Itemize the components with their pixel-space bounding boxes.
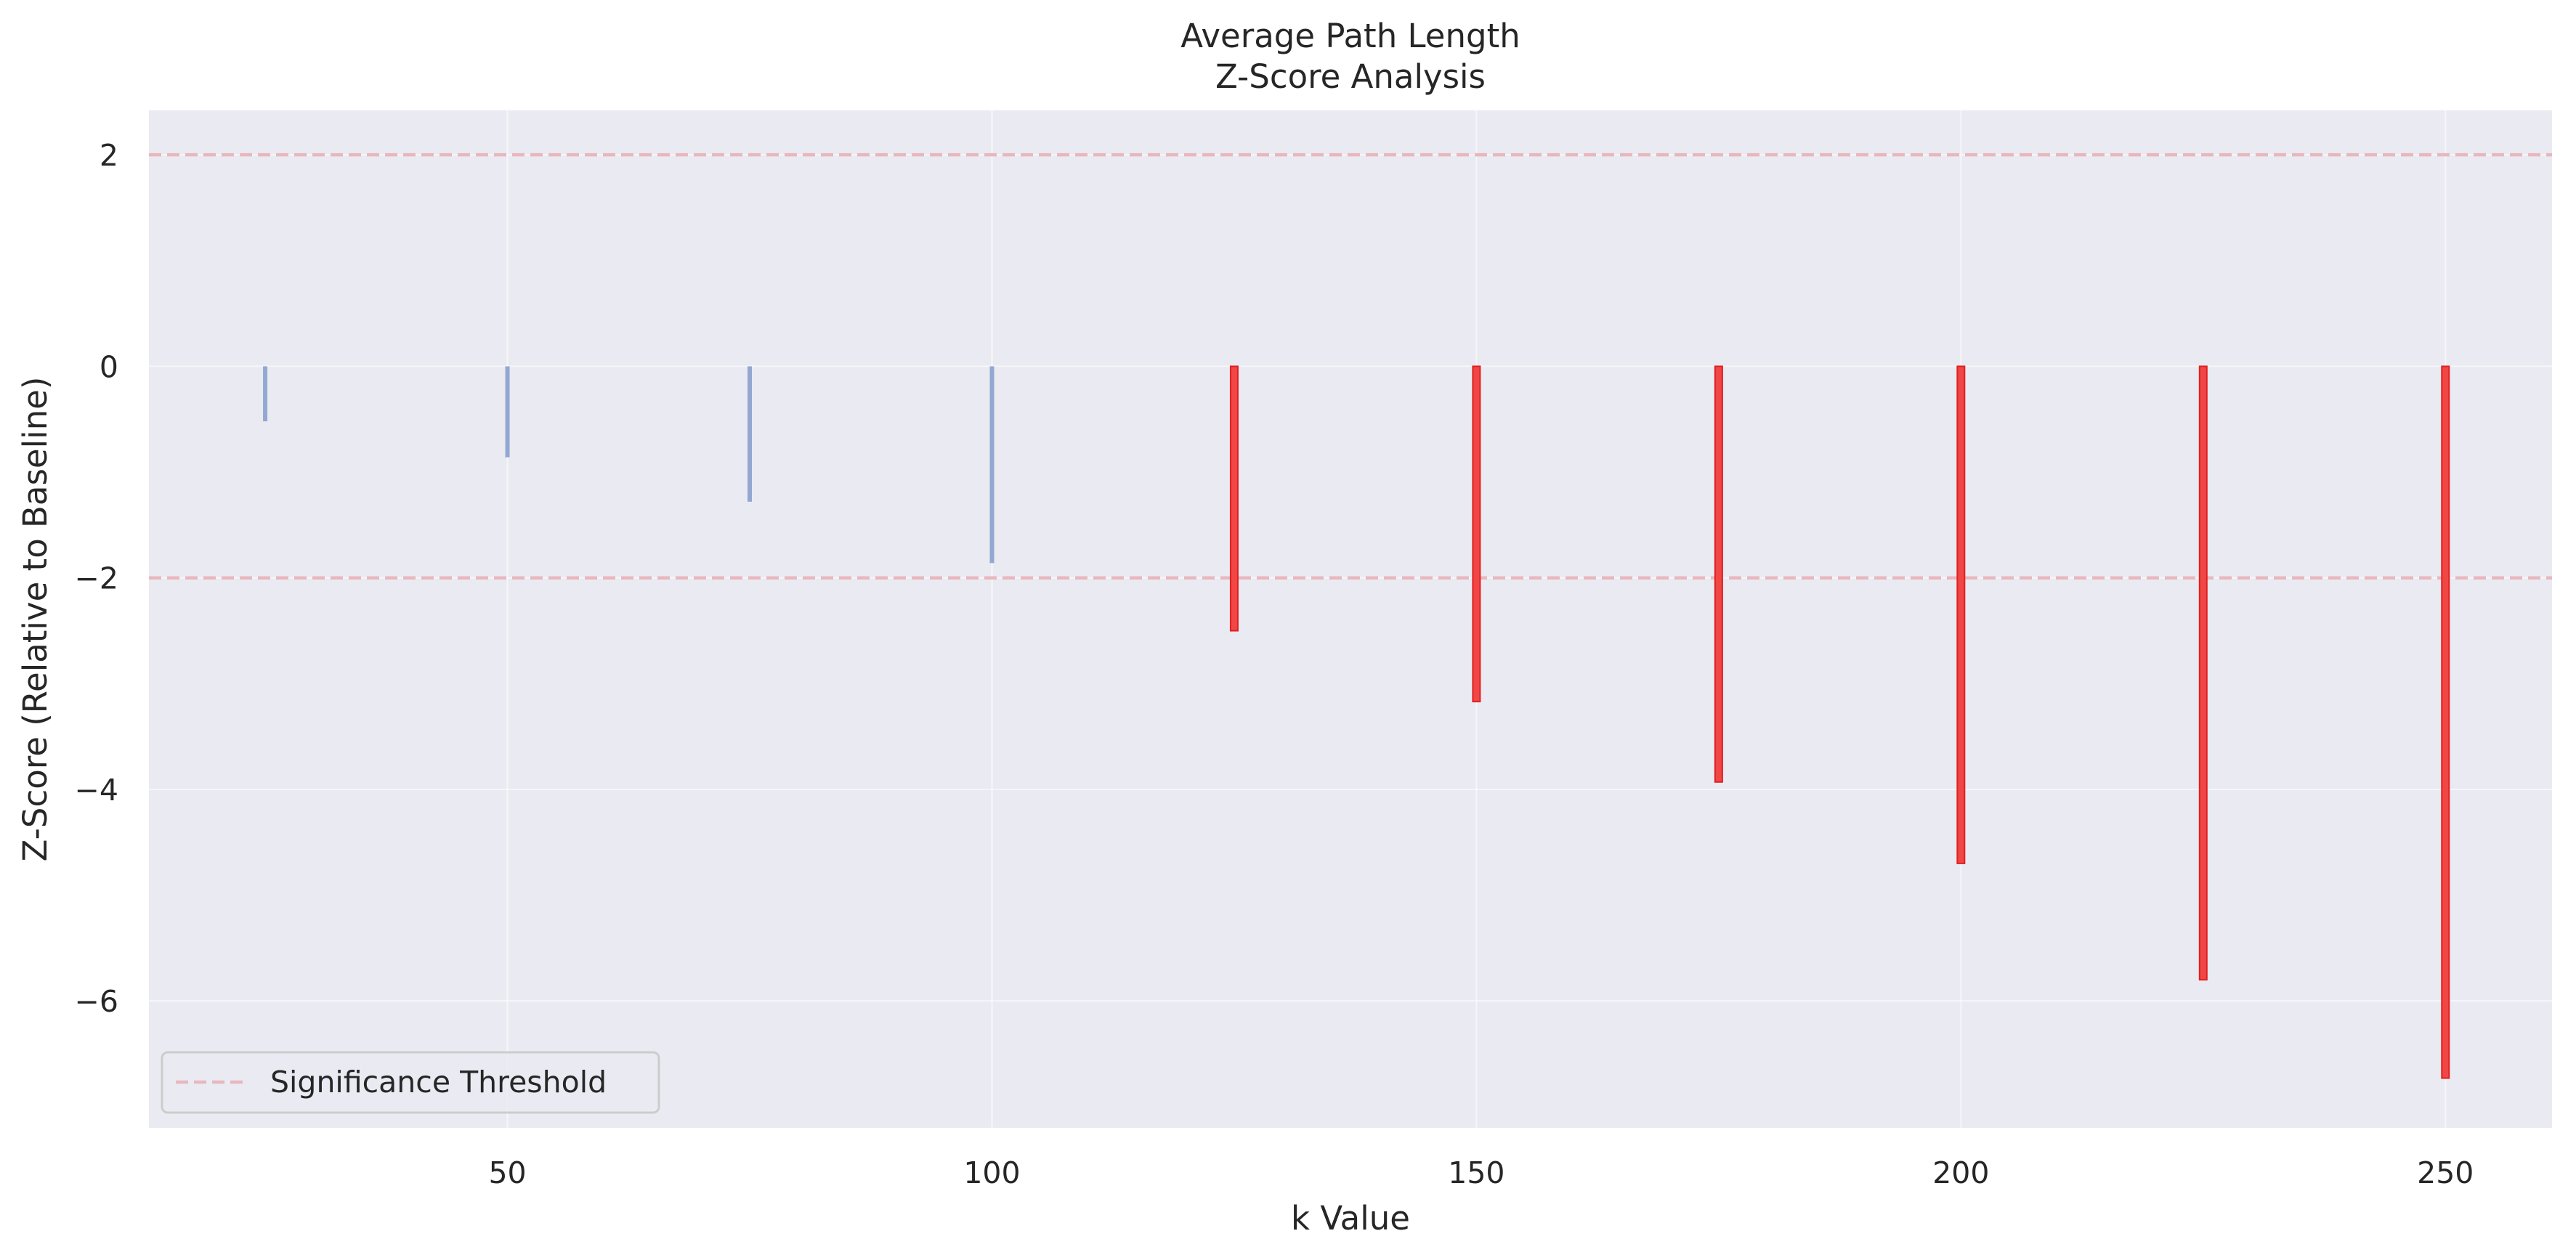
x-tick-label: 250 [2417,1155,2474,1190]
plot-area [149,110,2552,1128]
bar [748,366,752,502]
y-tick-label: 0 [100,349,118,384]
x-tick-label: 200 [1932,1155,1989,1190]
x-tick-label: 100 [963,1155,1020,1190]
legend: Significance Threshold [161,1051,660,1114]
x-tick-label: 50 [488,1155,526,1190]
bar-significant [2441,365,2450,1079]
y-tick-label: −2 [75,561,118,596]
y-tick-label: −6 [75,984,118,1019]
bar [505,366,510,458]
bar-significant [1472,365,1481,703]
bar-significant [1229,365,1239,632]
x-axis-label: k Value [1291,1199,1410,1237]
bar-significant [1956,365,1966,864]
bar [263,366,268,422]
y-axis-label: Z-Score (Relative to Baseline) [16,377,54,862]
x-tick-label: 150 [1448,1155,1504,1190]
bar [989,366,995,564]
legend-box [161,1051,660,1114]
bar-significant [1714,365,1723,783]
legend-label-threshold: Significance Threshold [270,1065,607,1100]
chart-subtitle: Z-Score Analysis [1215,57,1486,96]
y-tick-label: −4 [75,773,118,808]
chart-title: Average Path Length [1180,17,1520,55]
threshold-lines [149,153,2552,580]
bars [263,365,2450,1079]
tick-labels: 50 100 150 200 250 −6 −4 −2 0 2 [75,138,2474,1190]
y-tick-label: 2 [100,138,118,173]
bar-significant [2198,365,2208,981]
